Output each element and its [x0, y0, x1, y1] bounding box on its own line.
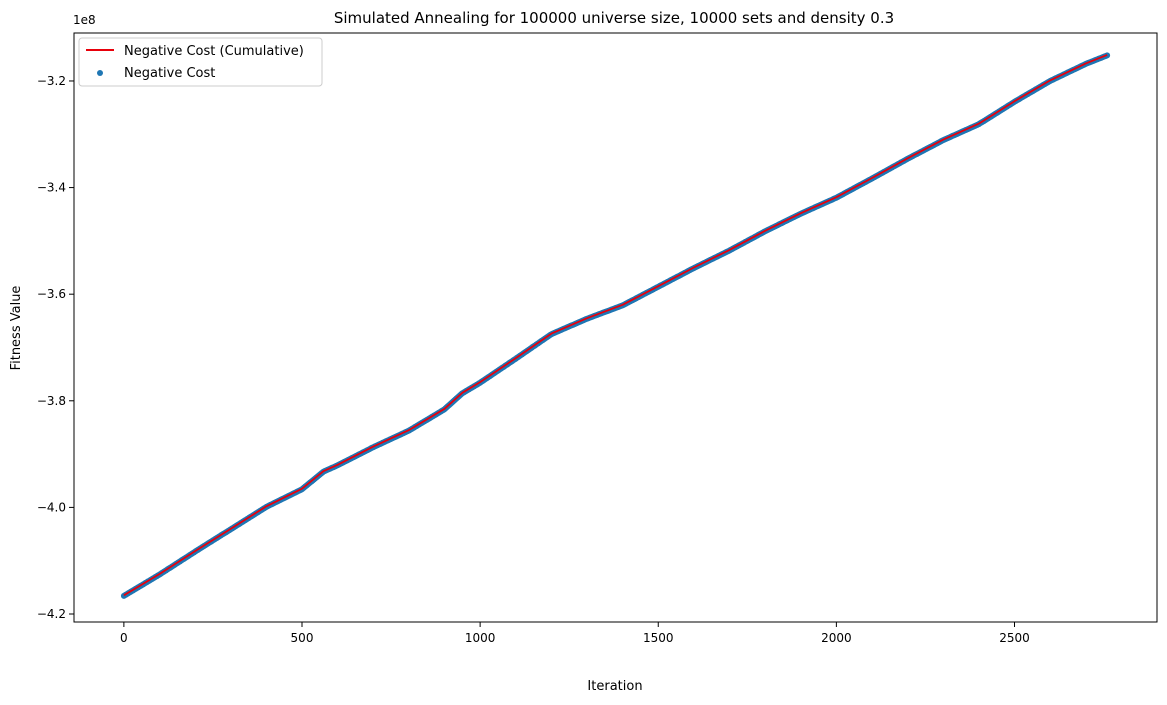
x-tick-label: 1500 [643, 631, 674, 645]
cumulative-line [123, 54, 1108, 597]
y-tick-label: −4.0 [37, 500, 66, 514]
legend: Negative Cost (Cumulative) Negative Cost [78, 37, 323, 87]
line-series [123, 54, 1108, 597]
y-axis-label: Fitness Value [9, 286, 24, 371]
y-tick-label: −4.2 [37, 607, 66, 621]
legend-box [78, 37, 323, 87]
x-tick-label: 1000 [465, 631, 496, 645]
legend-label-cumulative: Negative Cost (Cumulative) [124, 44, 304, 59]
legend-dot-swatch [97, 70, 103, 76]
x-tick-label: 2000 [821, 631, 852, 645]
x-axis-label: Iteration [587, 679, 642, 694]
y-tick-label: −3.8 [37, 394, 66, 408]
y-offset-label: 1e8 [73, 13, 96, 27]
y-tick-label: −3.6 [37, 287, 66, 301]
x-tick-label: 2500 [999, 631, 1030, 645]
legend-label-cost: Negative Cost [124, 66, 215, 81]
chart-title: Simulated Annealing for 100000 universe … [334, 9, 894, 27]
y-axis: −4.2 −4.0 −3.8 −3.6 −3.4 −3.2 [37, 74, 74, 621]
x-tick-label: 500 [291, 631, 314, 645]
scatter-series [120, 52, 1111, 599]
y-tick-label: −3.2 [37, 74, 66, 88]
y-tick-label: −3.4 [37, 181, 66, 195]
x-tick-label: 0 [120, 631, 128, 645]
x-axis: 0 500 1000 1500 2000 2500 [120, 622, 1030, 645]
plot-frame [73, 32, 1158, 623]
